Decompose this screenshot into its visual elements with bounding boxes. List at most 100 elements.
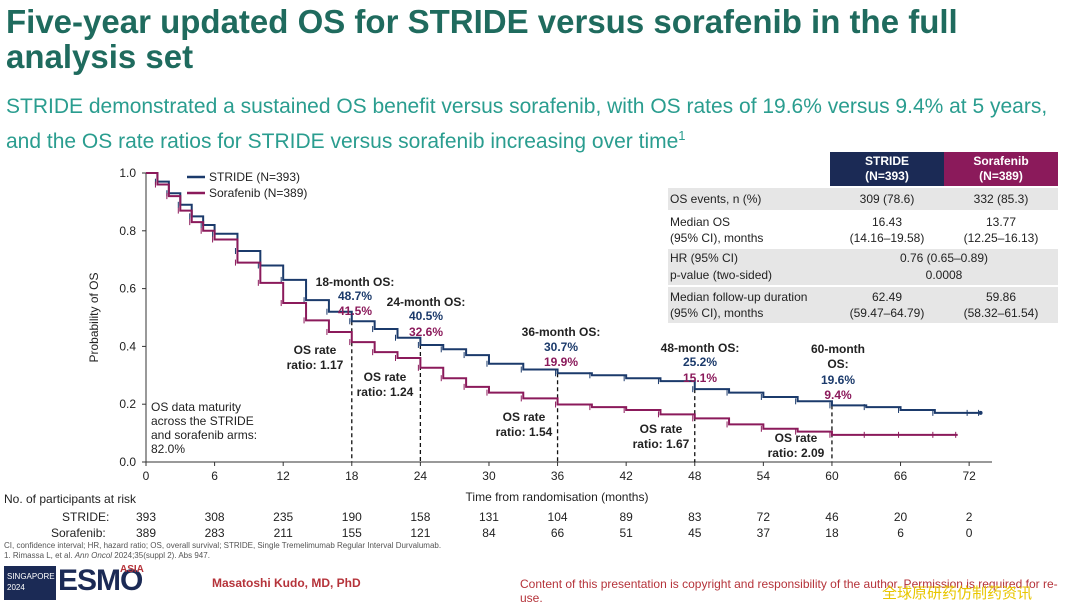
header-sorafenib-name: Sorafenib (973, 154, 1029, 168)
annotation-ratio-label-36: OS rate (503, 410, 546, 424)
x-tick-label: 42 (619, 469, 633, 483)
annotation-title-18: 18-month OS: (316, 275, 395, 289)
median-sorafenib: 13.77 (985, 215, 1017, 229)
fu-label-2: (95% CI), months (670, 306, 764, 320)
risk-sorafenib-value: 6 (897, 526, 904, 540)
ref-details: 2024;35(suppl 2). Abs 947. (112, 551, 210, 560)
x-tick-label: 6 (211, 469, 218, 483)
maturity-note-line: OS data maturity (151, 400, 241, 414)
annotation-sorafenib-rate-24: 32.6% (409, 325, 443, 339)
y-tick-label: 0.4 (119, 339, 136, 353)
x-tick-label: 12 (277, 469, 291, 483)
risk-sorafenib-value: 45 (688, 526, 702, 540)
watermark: 全球原研药仿制药资讯 (882, 585, 1033, 602)
annotation-ratio-label-60: OS rate (775, 431, 818, 445)
risk-sorafenib-value: 84 (482, 526, 496, 540)
risk-stride-value: 104 (548, 510, 568, 524)
events-stride: 309 (78.6) (859, 192, 915, 206)
hr-label: HR (95% CI) (670, 251, 739, 265)
x-tick-label: 72 (962, 469, 976, 483)
annotation-sorafenib-rate-60: 9.4% (824, 388, 852, 402)
fu-stride-ci: (59.47–64.79) (849, 306, 925, 320)
annotation-ratio-value-24: ratio: 1.24 (357, 385, 414, 399)
x-tick-label: 54 (757, 469, 771, 483)
annotation-sorafenib-rate-18: 41.5% (338, 304, 372, 318)
annotation-title-36: 36-month OS: (522, 325, 601, 339)
legend-sorafenib-label: Sorafenib (N=389) (209, 186, 307, 200)
risk-stride-value: 158 (410, 510, 430, 524)
events-sorafenib: 332 (85.3) (973, 192, 1029, 206)
risk-sorafenib-value: 18 (825, 526, 839, 540)
stride-curve (146, 172, 981, 414)
x-tick-label: 48 (688, 469, 702, 483)
fu-sorafenib-ci: (58.32–61.54) (963, 306, 1039, 320)
risk-stride-value: 89 (619, 510, 633, 524)
risk-sorafenib-value: 389 (136, 526, 156, 540)
logo-badge: SINGAPORE 2024 (4, 566, 56, 600)
annotation-sorafenib-rate-36: 19.9% (544, 355, 578, 369)
sorafenib-curve (146, 172, 958, 436)
logo-city: SINGAPORE (7, 572, 55, 581)
p-label: p-value (two-sided) (670, 268, 773, 282)
risk-stride-value: 2 (966, 510, 973, 524)
table-row-median-os: Median OS (95% CI), months 16.43 (14.16–… (668, 212, 1058, 248)
p-value: 0.0008 (925, 268, 963, 282)
table-header-stride: STRIDE (N=393) (830, 152, 944, 186)
logo-esmo: ESMO (58, 564, 143, 597)
subtitle-footnote-ref: 1 (678, 128, 686, 143)
annotation-title-60: 60-month (811, 342, 865, 356)
hr-value: 0.76 (0.65–0.89) (899, 251, 989, 265)
y-tick-label: 0.2 (119, 397, 136, 411)
annotation-sorafenib-rate-48: 15.1% (683, 371, 717, 385)
risk-stride-value: 131 (479, 510, 499, 524)
header-stride-name: STRIDE (864, 154, 909, 168)
header-sorafenib-n: (N=389) (979, 169, 1023, 183)
risk-stride-value: 83 (688, 510, 702, 524)
annotation-ratio-value-48: ratio: 1.67 (633, 437, 690, 451)
annotation-stride-rate-36: 30.7% (544, 340, 578, 354)
y-tick-label: 0.0 (119, 455, 136, 469)
risk-sorafenib-value: 37 (757, 526, 771, 540)
risk-sorafenib-value: 66 (551, 526, 565, 540)
ref-authors: 1. Rimassa L, et al. (4, 551, 75, 560)
annotation-title-60: OS: (827, 357, 848, 371)
presenter-name: Masatoshi Kudo, MD, PhD (212, 576, 361, 590)
annotation-ratio-value-18: ratio: 1.17 (287, 358, 344, 372)
risk-stride-value: 20 (894, 510, 908, 524)
risk-sorafenib-value: 51 (619, 526, 633, 540)
risk-sorafenib-value: 211 (274, 526, 293, 540)
x-tick-label: 18 (345, 469, 359, 483)
logo-asia: ASIA (120, 564, 144, 575)
median-label-2: (95% CI), months (670, 231, 764, 245)
risk-stride-value: 235 (273, 510, 293, 524)
risk-table-title: No. of participants at risk (4, 492, 137, 506)
page-subtitle: STRIDE demonstrated a sustained OS benef… (6, 92, 1074, 156)
annotation-stride-rate-60: 19.6% (821, 373, 855, 387)
fu-stride: 62.49 (871, 290, 903, 304)
x-tick-label: 36 (551, 469, 565, 483)
maturity-note-line: across the STRIDE (151, 414, 254, 428)
annotation-stride-rate-18: 48.7% (338, 289, 372, 303)
legend-stride-label: STRIDE (N=393) (209, 170, 300, 184)
y-axis-label: Probability of OS (87, 272, 101, 362)
table-row-events: OS events, n (%) 309 (78.6) 332 (85.3) (668, 188, 1058, 210)
risk-stride-value: 393 (136, 510, 156, 524)
annotation-title-24: 24-month OS: (387, 295, 466, 309)
risk-sorafenib-value: 283 (205, 526, 225, 540)
maturity-note-line: 82.0% (151, 442, 185, 456)
y-tick-label: 1.0 (119, 166, 136, 180)
copyright-notice: Content of this presentation is copyrigh… (520, 577, 1058, 605)
median-sorafenib-ci: (12.25–16.13) (963, 231, 1039, 245)
annotation-ratio-value-36: ratio: 1.54 (496, 425, 553, 439)
logo-year: 2024 (7, 583, 25, 592)
risk-sorafenib-value: 155 (342, 526, 362, 540)
ref-journal: Ann Oncol (74, 551, 113, 560)
risk-stride-value: 72 (757, 510, 771, 524)
annotation-title-48: 48-month OS: (661, 341, 740, 355)
risk-label-stride: STRIDE: (62, 510, 110, 524)
x-tick-label: 24 (414, 469, 428, 483)
page-title: Five-year updated OS for STRIDE versus s… (6, 3, 958, 75)
events-label: OS events, n (%) (670, 192, 762, 206)
median-stride-ci: (14.16–19.58) (849, 231, 925, 245)
